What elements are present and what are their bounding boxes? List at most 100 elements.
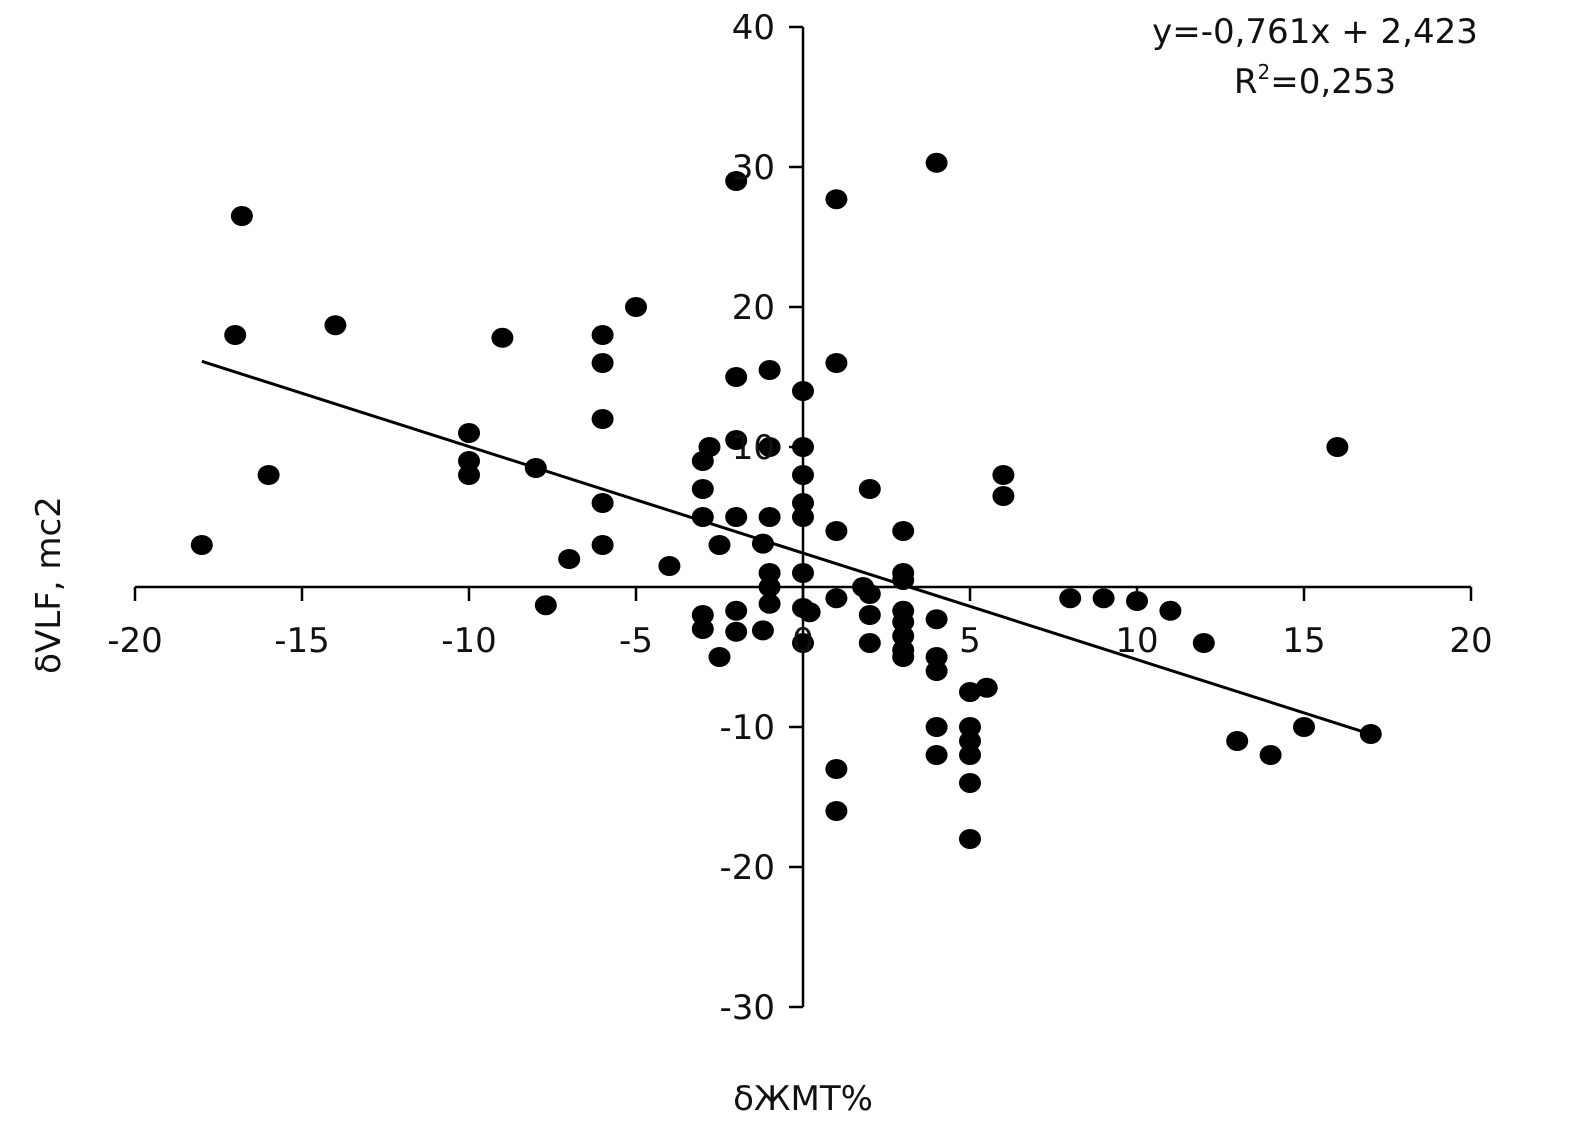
data-point — [959, 745, 981, 765]
r-squared-exponent: 2 — [1258, 60, 1271, 84]
data-points — [190, 152, 1382, 849]
data-point — [1126, 591, 1148, 611]
data-point — [825, 521, 848, 541]
data-point — [925, 745, 948, 765]
data-point — [758, 577, 781, 597]
data-point — [1192, 633, 1215, 653]
data-point — [792, 563, 814, 583]
data-point — [1326, 437, 1349, 457]
y-tick-label: 10 — [732, 428, 775, 468]
data-point — [524, 458, 547, 478]
data-point — [792, 465, 814, 485]
data-point — [792, 633, 814, 653]
data-point — [858, 605, 881, 625]
r-squared: R2=0,253 — [1234, 60, 1396, 102]
data-point — [725, 600, 748, 621]
data-point — [751, 620, 774, 641]
data-point — [892, 521, 915, 541]
data-point — [792, 507, 814, 527]
data-point — [858, 584, 881, 604]
data-point — [798, 602, 821, 623]
data-point — [975, 677, 998, 698]
data-point — [725, 430, 748, 450]
data-point — [591, 535, 614, 555]
data-point — [491, 327, 514, 348]
data-point — [758, 563, 781, 583]
y-axis-title: δVLF, mc2 — [29, 496, 69, 674]
data-point — [925, 609, 948, 630]
r-squared-prefix: R — [1234, 62, 1258, 102]
data-point — [758, 437, 781, 457]
x-axis-title: δЖМТ% — [733, 1079, 873, 1119]
data-point — [892, 647, 915, 667]
data-point — [1159, 600, 1182, 621]
r-squared-value: =0,253 — [1270, 62, 1396, 102]
data-point — [758, 507, 781, 527]
y-tick-label: 30 — [732, 148, 775, 188]
x-tick-label: -20 — [107, 621, 163, 661]
y-tick-label: -30 — [719, 988, 775, 1028]
regression-equation: y=-0,761x + 2,423 — [1152, 12, 1478, 52]
data-point — [1359, 724, 1382, 744]
y-tick-label: -20 — [719, 848, 775, 888]
data-point — [1259, 745, 1282, 765]
data-point — [190, 535, 213, 555]
data-point — [458, 423, 480, 443]
x-tick-label: 10 — [1115, 621, 1158, 661]
data-point — [959, 682, 981, 702]
data-point — [230, 206, 253, 226]
data-point — [558, 549, 581, 569]
x-tick-label: -15 — [274, 621, 330, 661]
data-point — [691, 479, 714, 499]
data-point — [925, 152, 948, 173]
data-point — [792, 493, 814, 513]
data-point — [992, 486, 1015, 506]
tick-labels: -20 -15 -10 -5 0 5 10 15 20 -30 -20 -10 10 20 30 40 — [107, 8, 1492, 1028]
data-point — [725, 507, 748, 527]
data-point — [825, 759, 848, 779]
data-point — [1059, 588, 1082, 609]
data-point — [1092, 588, 1115, 609]
data-point — [708, 535, 731, 555]
y-tick-label: -10 — [719, 708, 775, 748]
x-tick-label: 5 — [959, 621, 981, 661]
x-tick-label: -5 — [619, 621, 653, 661]
data-point — [691, 619, 714, 639]
data-point — [751, 533, 774, 554]
x-tick-label: 0 — [792, 621, 814, 661]
data-point — [1293, 717, 1315, 737]
data-point — [691, 605, 714, 625]
data-point — [925, 647, 948, 667]
data-point — [792, 437, 814, 457]
data-point — [825, 189, 848, 210]
data-point — [257, 465, 280, 485]
data-point — [725, 621, 748, 642]
data-point — [825, 353, 848, 373]
data-point — [625, 297, 647, 317]
axes — [133, 25, 1473, 1009]
trend-line — [201, 359, 1372, 736]
data-point — [925, 717, 948, 737]
data-point — [658, 556, 681, 576]
data-point — [691, 507, 714, 527]
data-point — [858, 479, 881, 499]
data-point — [892, 626, 915, 646]
data-point — [959, 829, 981, 849]
data-point — [1226, 731, 1249, 751]
data-point — [591, 493, 614, 513]
data-point — [758, 593, 781, 614]
data-point — [959, 717, 981, 737]
x-tick-label: 15 — [1282, 621, 1325, 661]
data-point — [959, 773, 981, 793]
data-point — [591, 409, 614, 429]
y-tick-label: 40 — [732, 8, 775, 48]
data-point — [892, 570, 915, 590]
data-point — [534, 595, 557, 616]
data-point — [725, 367, 748, 387]
data-point — [992, 465, 1015, 485]
data-point — [758, 360, 781, 380]
x-tick-label: 20 — [1449, 621, 1492, 661]
trend-line-group — [201, 359, 1372, 736]
data-point — [591, 325, 614, 345]
